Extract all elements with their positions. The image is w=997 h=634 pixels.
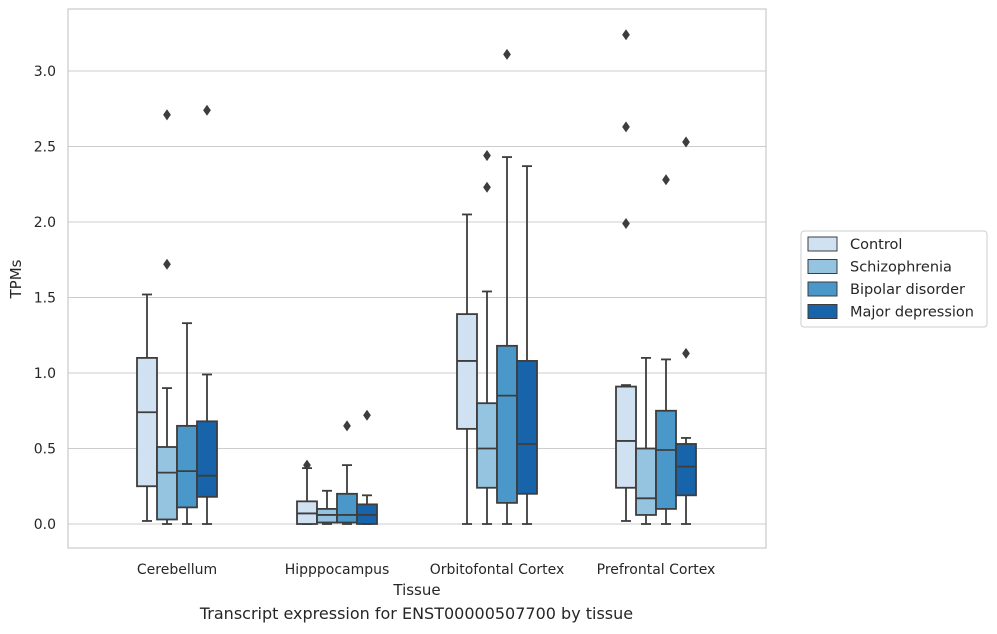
outlier-point	[483, 181, 491, 193]
outlier-point	[203, 104, 211, 116]
box	[476, 150, 498, 525]
box	[496, 48, 518, 525]
box	[156, 109, 178, 525]
y-tick-label: 1.0	[34, 366, 56, 382]
outlier-point	[622, 121, 630, 133]
box-body	[476, 402, 498, 489]
box	[356, 409, 378, 525]
x-tick-label: Hipppocampus	[285, 562, 390, 578]
box	[516, 165, 538, 525]
legend-swatch	[807, 259, 838, 274]
outlier-point	[622, 29, 630, 41]
outlier-point	[163, 258, 171, 270]
box-body	[496, 344, 518, 504]
x-axis-label: Tissue	[392, 581, 440, 599]
box-body	[156, 446, 178, 521]
box-body	[635, 447, 657, 516]
box-body	[516, 360, 538, 495]
y-tick-label: 0.5	[34, 442, 56, 458]
box	[675, 136, 697, 525]
outlier-point	[682, 347, 690, 359]
outlier-point	[622, 217, 630, 230]
outlier-point	[483, 150, 491, 162]
plot-frame	[67, 8, 767, 549]
box-series	[136, 29, 697, 525]
y-tick-label: 3.0	[34, 64, 56, 80]
legend: Control Schizophrenia Bipolar disorder Majo…	[800, 230, 988, 328]
box	[196, 104, 218, 525]
y-tick-label: 2.0	[34, 215, 56, 231]
y-tick-label: 1.5	[34, 291, 56, 307]
box	[615, 29, 637, 522]
box-body	[336, 492, 358, 524]
figure-caption: Transcript expression for ENST0000050770…	[199, 604, 634, 623]
box-body	[675, 443, 697, 497]
series-group	[176, 48, 677, 525]
legend-label: Major depression	[850, 305, 974, 321]
legend-swatch	[807, 236, 838, 252]
box	[635, 356, 657, 525]
outlier-point	[163, 109, 171, 121]
outlier-point	[303, 459, 311, 471]
box	[655, 174, 677, 525]
y-axis-label: TPMs	[7, 259, 25, 299]
box	[316, 489, 338, 525]
box-body	[456, 313, 478, 430]
legend-swatch	[807, 304, 838, 319]
outlier-point	[503, 48, 511, 60]
y-tick-label: 0.0	[34, 517, 56, 533]
series-group	[196, 104, 697, 525]
box-body	[176, 424, 198, 509]
x-tick-label: Cerebellum	[137, 562, 217, 578]
box-body	[196, 420, 218, 498]
box	[136, 293, 158, 522]
box	[176, 322, 198, 525]
x-tick-label: Orbitofontal Cortex	[430, 562, 565, 578]
outlier-point	[363, 409, 371, 421]
series-group	[156, 109, 657, 525]
legend-label: Bipolar disorder	[850, 282, 965, 298]
x-tick-label: Prefrontal Cortex	[597, 562, 716, 578]
series-group	[136, 29, 637, 525]
legend-swatch	[807, 281, 838, 297]
outlier-point	[682, 136, 690, 148]
y-axis-ticks: 0.0 0.5 1.0 1.5 2.0 2.5 3.0	[34, 64, 56, 533]
box-body	[615, 385, 637, 489]
y-tick-label: 2.5	[34, 140, 56, 156]
legend-label: Control	[850, 237, 902, 253]
legend-label: Schizophrenia	[850, 260, 952, 276]
box	[456, 213, 478, 525]
box-body	[655, 409, 677, 510]
legend-frame	[800, 230, 988, 328]
box-body	[136, 356, 158, 488]
outlier-point	[662, 174, 670, 186]
x-axis-ticks: Cerebellum Hipppocampus Orbitofontal Corte…	[137, 562, 715, 578]
outlier-point	[343, 420, 351, 432]
box	[336, 420, 358, 525]
